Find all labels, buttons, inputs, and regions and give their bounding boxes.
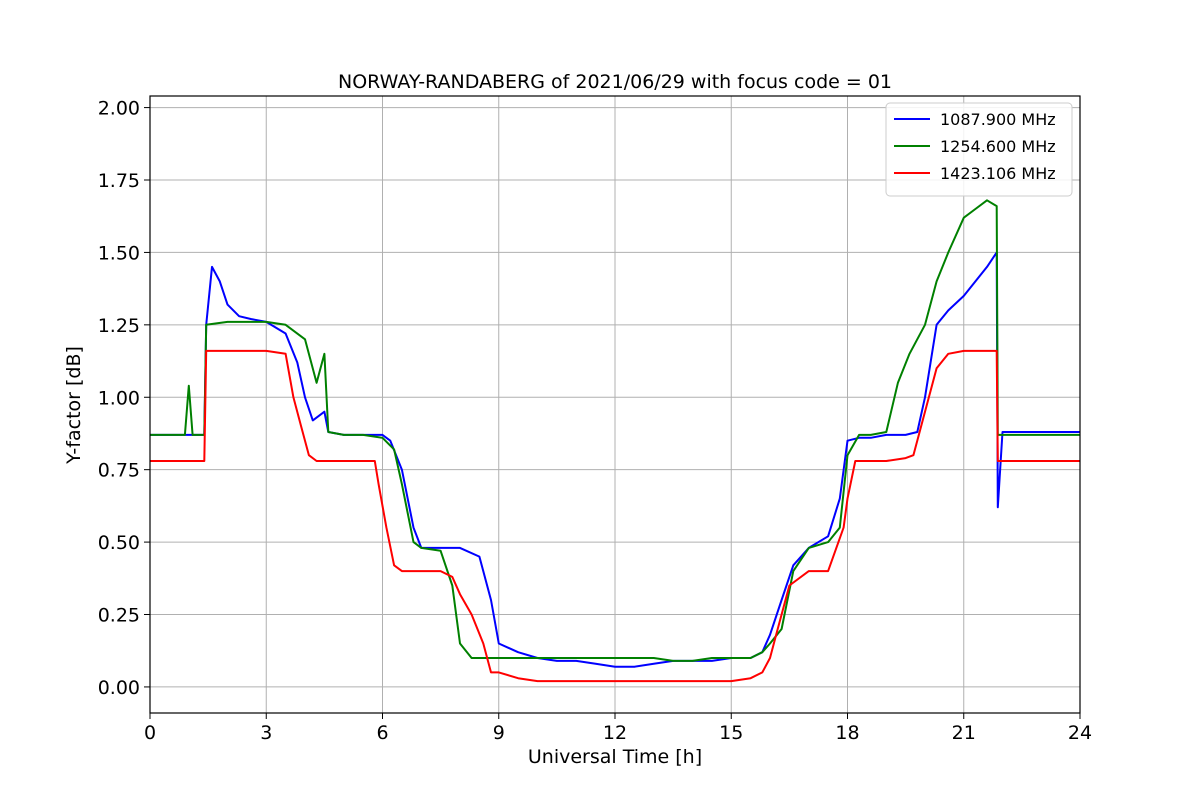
x-tick-label: 24 [1068,722,1092,744]
series-line-3 [150,349,1080,683]
y-tick-label: 2.00 [98,98,140,120]
x-tick-label: 18 [835,722,859,744]
y-tick-label: 0.75 [98,460,140,482]
y-tick-label: 1.00 [98,387,140,409]
x-tick-label: 0 [144,722,156,744]
x-tick-label: 9 [493,722,505,744]
legend-label: 1254.600 MHz [940,137,1056,156]
x-axis: 0 3 6 9 12 15 18 21 24 [144,713,1092,744]
y-axis: 0.00 0.25 0.50 0.75 1.00 1.25 1.50 1.75 2.00 [98,98,150,699]
legend-label: 1423.106 MHz [940,164,1056,183]
x-tick-label: 12 [603,722,627,744]
chart-title: NORWAY-RANDABERG of 2021/06/29 with focu… [338,71,892,93]
y-tick-label: 1.25 [98,315,140,337]
y-tick-label: 0.25 [98,605,140,627]
x-tick-label: 3 [260,722,272,744]
y-tick-label: 0.00 [98,677,140,699]
y-tick-label: 1.75 [98,170,140,192]
x-tick-label: 15 [719,722,743,744]
x-tick-label: 21 [952,722,976,744]
legend-label: 1087.900 MHz [940,110,1056,129]
y-tick-label: 1.50 [98,242,140,264]
legend: 1087.900 MHz 1254.600 MHz 1423.106 MHz [885,102,1073,197]
x-axis-label: Universal Time [h] [528,746,702,768]
y-axis-label: Y-factor [dB] [63,346,85,465]
series-line-1 [150,251,1080,668]
legend-box [885,102,1073,197]
series-line-2 [150,199,1080,662]
y-tick-label: 0.50 [98,532,140,554]
series-layer [150,199,1080,683]
x-tick-label: 6 [376,722,388,744]
